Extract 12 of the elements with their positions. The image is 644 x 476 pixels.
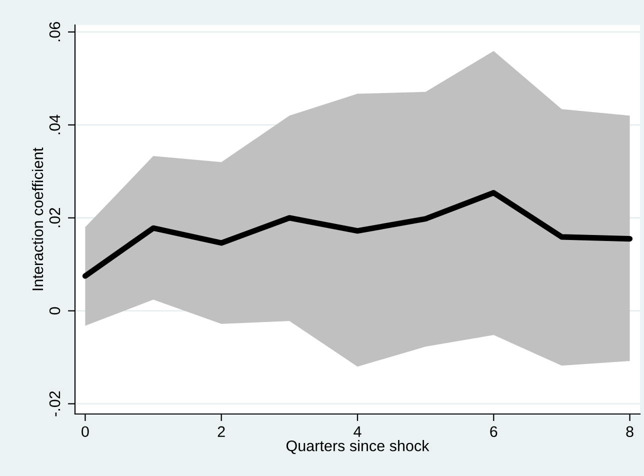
- x-tick-label: 0: [82, 426, 89, 438]
- y-tick-label: 0: [49, 307, 60, 314]
- y-tick-label: -.02: [49, 391, 60, 416]
- x-tick-label: 6: [490, 426, 498, 438]
- y-axis-title: Interaction coefficient: [32, 148, 44, 290]
- y-tick-label: .04: [49, 114, 60, 134]
- y-tick-label: .06: [49, 22, 60, 42]
- x-tick-label: 8: [626, 426, 634, 438]
- x-tick-label: 4: [354, 426, 362, 437]
- x-tick-label: 2: [218, 426, 225, 437]
- x-axis-title: Quarters since shock: [286, 440, 430, 454]
- y-tick-label: .02: [49, 208, 60, 228]
